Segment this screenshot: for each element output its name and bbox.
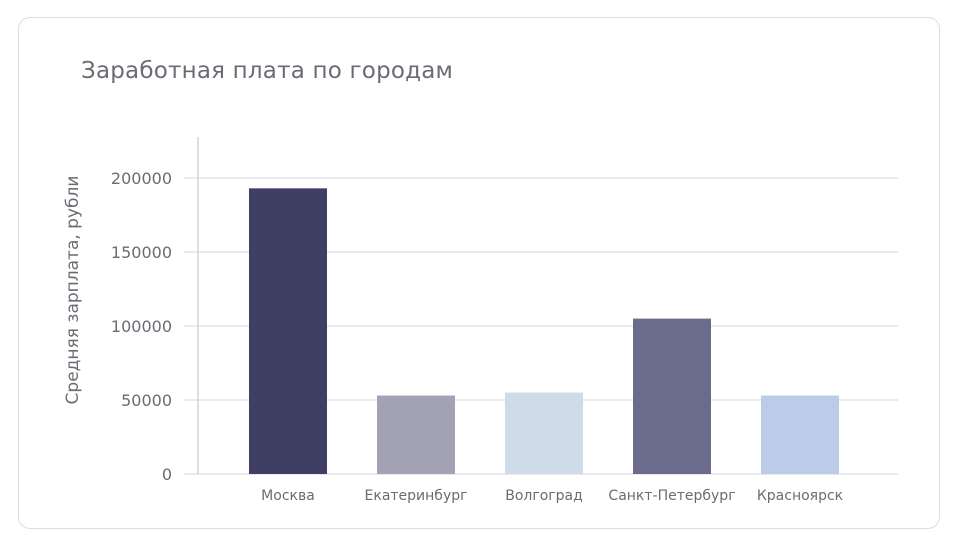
- chart-card: Заработная плата по городам: [18, 17, 940, 529]
- x-tick-label: Красноярск: [757, 488, 843, 504]
- y-tick-labels: 0 50000 100000 150000 200000: [111, 169, 172, 484]
- x-tick-label: Волгоград: [505, 488, 583, 504]
- y-tick-label: 50000: [121, 391, 172, 410]
- bars: [249, 188, 839, 475]
- bar: [377, 395, 455, 474]
- bar: [633, 318, 711, 474]
- y-tick-label: 100000: [111, 317, 172, 336]
- x-tick-label: Санкт-Петербург: [608, 488, 735, 504]
- bar: [505, 392, 583, 474]
- y-tick-label: 150000: [111, 243, 172, 262]
- y-tick-label: 200000: [111, 169, 172, 188]
- x-tick-labels: Москва Екатеринбург Волгоград Санкт-Петербу…: [261, 488, 843, 504]
- bar: [249, 188, 327, 475]
- x-tick-label: Москва: [261, 488, 315, 504]
- chart-title: Заработная плата по городам: [81, 58, 454, 84]
- y-tick-label: 0: [162, 465, 172, 484]
- bar: [761, 395, 839, 474]
- x-tick-label: Екатеринбург: [365, 488, 468, 504]
- y-axis-label: Средняя зарплата, рубли: [63, 176, 83, 405]
